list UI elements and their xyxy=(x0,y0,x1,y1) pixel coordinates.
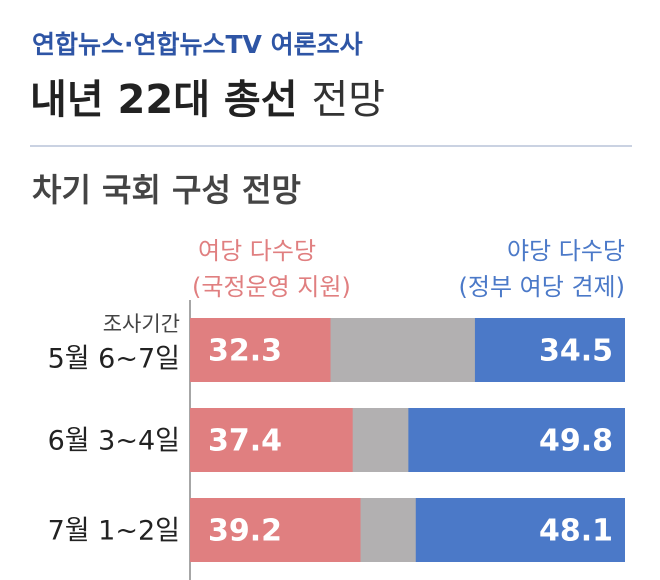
value-label: 49.8 xyxy=(539,424,613,459)
legend-sublabel: (정부 여당 견제) xyxy=(459,273,625,301)
bar xyxy=(190,498,361,562)
bar xyxy=(408,408,625,472)
value-label: 32.3 xyxy=(208,334,282,369)
value-label: 37.4 xyxy=(208,424,282,459)
kicker: 연합뉴스·연합뉴스TV 여론조사 xyxy=(32,30,363,59)
category-label: 6월 3~4일 xyxy=(48,426,180,457)
chart-title: 내년 22대 총선 전망 xyxy=(30,77,385,123)
value-label: 39.2 xyxy=(208,514,282,549)
title-suffix: 전망 xyxy=(311,77,385,123)
category-label: 조사기간 xyxy=(103,312,180,336)
category-label: 5월 6~7일 xyxy=(48,344,180,375)
subtitle: 차기 국회 구성 전망 xyxy=(32,171,301,209)
bar xyxy=(190,408,353,472)
bar xyxy=(190,318,331,382)
bar xyxy=(415,498,625,562)
legend-label: 여당 다수당 xyxy=(198,237,316,265)
category-label: 7월 1~2일 xyxy=(48,516,180,547)
value-label: 34.5 xyxy=(539,334,613,369)
title-main: 내년 22대 총선 xyxy=(30,77,298,123)
bar xyxy=(474,318,625,382)
legend-label: 야당 다수당 xyxy=(507,237,625,265)
value-label: 48.1 xyxy=(539,514,613,549)
legend-sublabel: (국정운영 지원) xyxy=(192,273,351,301)
